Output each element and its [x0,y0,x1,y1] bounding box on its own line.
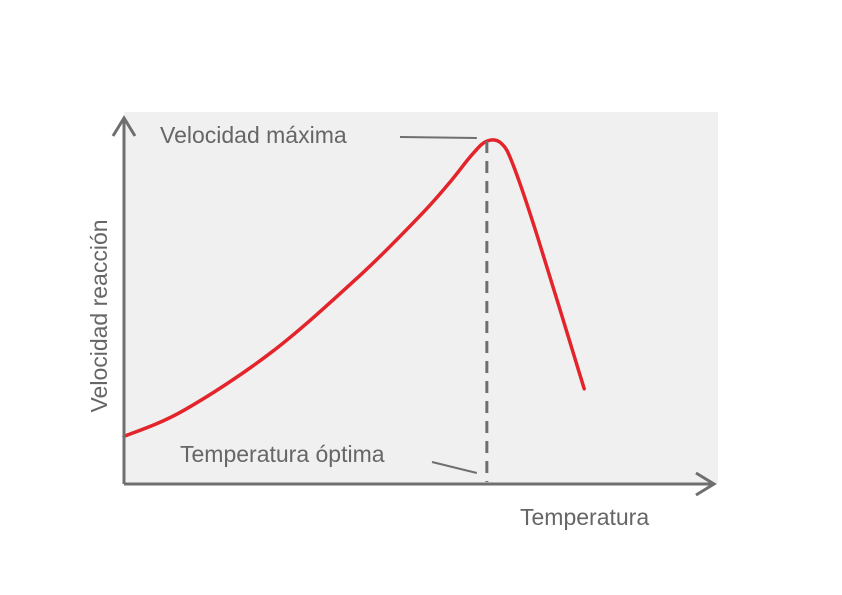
curve-group [122,138,586,439]
y-axis-label: Velocidad reacción [86,219,112,412]
peak-label-leader [399,136,477,140]
plot-background [124,112,718,484]
y-axis-arrowhead [111,115,137,137]
peak-label: Velocidad máxima [160,122,347,148]
x-axis-label: Temperatura [520,504,649,530]
x-axis-arrowhead [695,471,717,497]
optimum-label: Temperatura óptima [180,441,385,467]
series-line-0 [122,138,586,439]
optimum-label-leader [431,461,478,474]
